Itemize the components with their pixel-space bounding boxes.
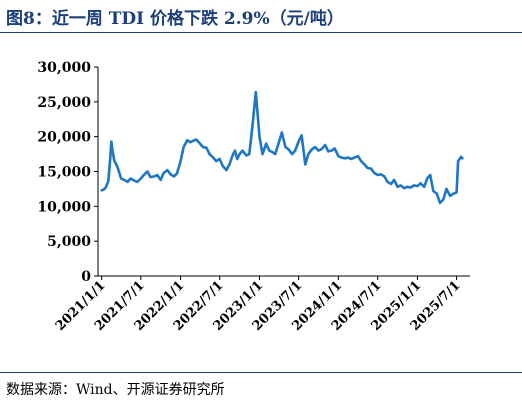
y-tick-label: 10,000 <box>37 199 91 215</box>
y-tick-label: 0 <box>81 269 91 285</box>
y-tick-label: 25,000 <box>37 95 91 111</box>
y-tick-label: 15,000 <box>37 165 91 181</box>
y-tick-label: 20,000 <box>37 130 91 146</box>
tdi-price-line-chart: 0 5,000 10,000 15,000 20,000 25,000 30,000 202… <box>37 60 470 334</box>
x-axis: 2021/1/12021/7/12022/1/12022/7/12023/1/1… <box>53 275 470 334</box>
y-tick-label: 5,000 <box>47 234 91 250</box>
y-tick-label: 30,000 <box>37 60 91 76</box>
chart-title: 图8：近一周 TDI 价格下跌 2.9%（元/吨） <box>6 9 344 29</box>
y-axis: 0 5,000 10,000 15,000 20,000 25,000 30,000 <box>37 60 99 285</box>
series-line <box>100 90 464 205</box>
footer-rule <box>0 372 522 373</box>
series-group <box>100 90 464 205</box>
title-rule <box>0 32 522 33</box>
source-note: 数据来源：Wind、开源证券研究所 <box>6 382 225 398</box>
